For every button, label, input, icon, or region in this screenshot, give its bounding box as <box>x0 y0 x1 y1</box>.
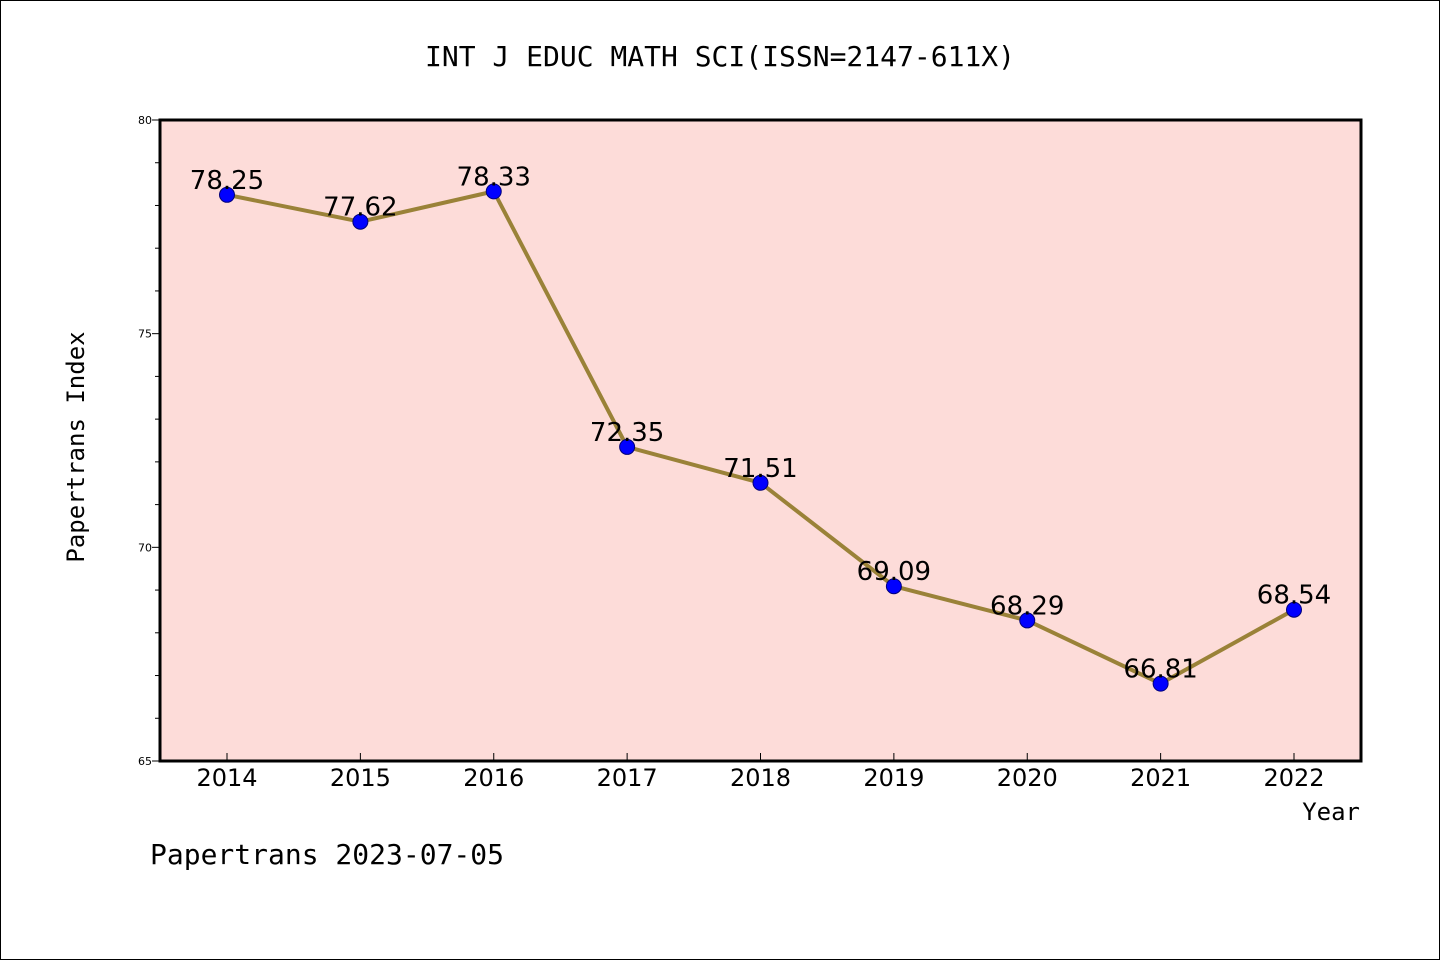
x-tick-labels: 2014 2015 2016 2017 2018 2019 2020 2021 2022 <box>196 764 1324 792</box>
footer-text: Papertrans 2023-07-05 <box>150 838 504 871</box>
x-tick-label: 2018 <box>730 764 791 792</box>
x-tick-label: 2021 <box>1130 764 1191 792</box>
data-point <box>485 183 502 200</box>
data-label: 71.51 <box>723 454 797 484</box>
y-tick-label: 70 <box>138 541 152 554</box>
data-point <box>1152 675 1169 692</box>
data-label: 68.54 <box>1257 581 1331 611</box>
chart-title: INT J EDUC MATH SCI(ISSN=2147-611X) <box>425 40 1015 73</box>
data-label: 78.33 <box>457 162 531 192</box>
data-label: 68.29 <box>990 591 1064 621</box>
x-tick-label: 2020 <box>997 764 1058 792</box>
y-axis-label: Papertrans Index <box>62 331 90 562</box>
data-point <box>1286 601 1302 618</box>
data-point <box>885 578 902 595</box>
data-label: 66.81 <box>1123 655 1197 685</box>
data-label: 78.25 <box>190 166 264 196</box>
data-point <box>219 186 235 203</box>
x-tick-label: 2019 <box>863 764 924 792</box>
data-point <box>752 474 769 491</box>
data-label: 72.35 <box>590 418 664 448</box>
data-point <box>1019 612 1036 629</box>
y-tick-label: 65 <box>138 755 152 768</box>
data-label: 77.62 <box>323 193 397 223</box>
data-point <box>352 213 369 230</box>
data-labels: 78.25 77.62 78.33 72.35 71.51 69.09 68.29 66.81… <box>190 162 1331 684</box>
x-tick-label: 2017 <box>597 764 658 792</box>
data-point <box>619 438 636 455</box>
x-axis-label: Year <box>1302 798 1360 826</box>
x-tick-label: 2015 <box>330 764 391 792</box>
x-tick-label: 2016 <box>463 764 524 792</box>
series-markers <box>219 183 1302 692</box>
x-tick-label: 2022 <box>1263 764 1324 792</box>
plot-border <box>158 118 1363 763</box>
y-tick-labels: 65 70 75 80 <box>138 114 152 768</box>
data-label: 69.09 <box>857 557 931 587</box>
x-tick-label: 2014 <box>196 764 257 792</box>
y-tick-label: 75 <box>138 328 152 341</box>
y-tick-label: 80 <box>138 114 152 127</box>
